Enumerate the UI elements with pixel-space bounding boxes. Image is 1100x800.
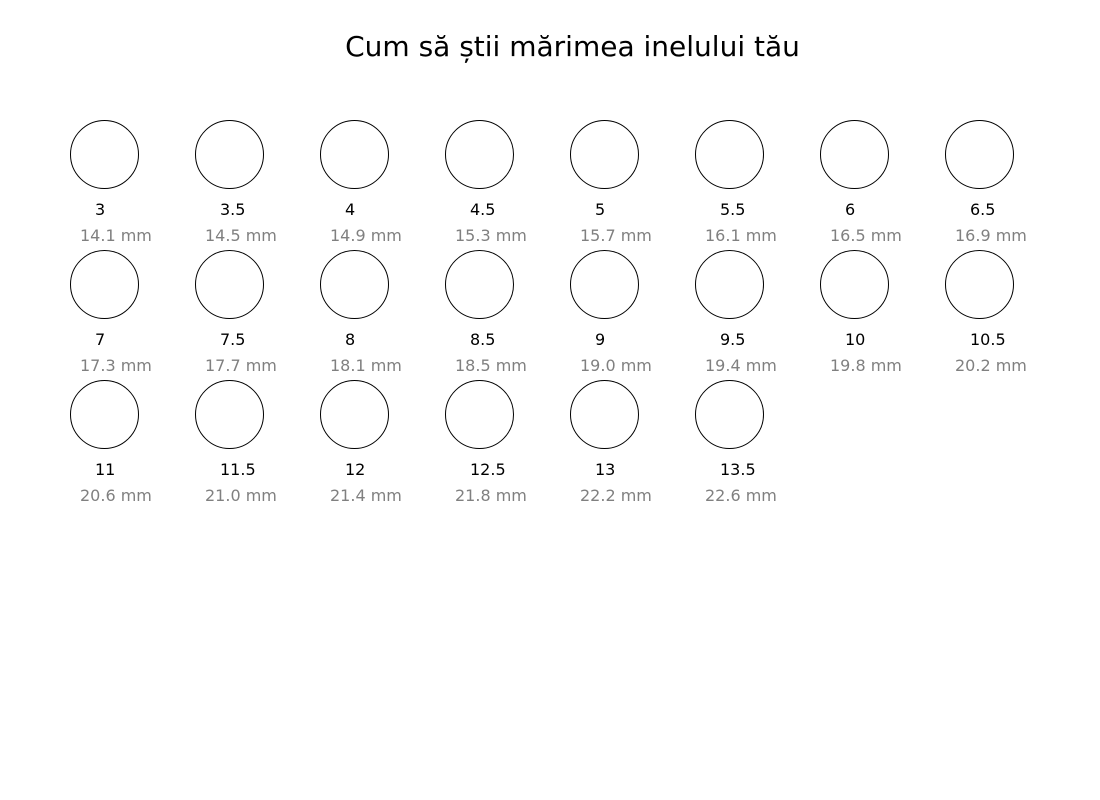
ring-circle <box>70 120 139 189</box>
ring-size-label: 10.5 <box>970 330 1006 349</box>
ring-circle <box>945 250 1014 319</box>
ring-circle <box>695 250 764 319</box>
ring-circle <box>570 250 639 319</box>
ring-circle <box>320 120 389 189</box>
ring-diameter-label: 19.0 mm <box>580 356 652 375</box>
ring-circle <box>195 250 264 319</box>
ring-diameter-label: 21.8 mm <box>455 486 527 505</box>
ring-size-label: 6.5 <box>970 200 996 219</box>
ring-diameter-label: 16.9 mm <box>955 226 1027 245</box>
ring-diameter-label: 17.3 mm <box>80 356 152 375</box>
ring-diameter-label: 21.0 mm <box>205 486 277 505</box>
ring-circle <box>445 380 514 449</box>
ring-size-label: 8.5 <box>470 330 496 349</box>
ring-circle <box>945 120 1014 189</box>
ring-diameter-label: 16.1 mm <box>705 226 777 245</box>
ring-diameter-label: 18.1 mm <box>330 356 402 375</box>
ring-size-label: 12.5 <box>470 460 506 479</box>
ring-circle <box>445 250 514 319</box>
ring-circle <box>320 380 389 449</box>
ring-diameter-label: 14.5 mm <box>205 226 277 245</box>
ring-size-label: 11.5 <box>220 460 256 479</box>
ring-diameter-label: 14.9 mm <box>330 226 402 245</box>
ring-size-label: 3.5 <box>220 200 246 219</box>
ring-diameter-label: 15.3 mm <box>455 226 527 245</box>
ring-size-label: 7 <box>95 330 106 349</box>
ring-circle <box>70 380 139 449</box>
ring-size-label: 8 <box>345 330 356 349</box>
ring-circle <box>570 380 639 449</box>
ring-size-label: 12 <box>345 460 366 479</box>
ring-circle <box>320 250 389 319</box>
ring-size-label: 7.5 <box>220 330 246 349</box>
ring-diameter-label: 22.6 mm <box>705 486 777 505</box>
ring-size-label: 4.5 <box>470 200 496 219</box>
ring-diameter-label: 20.6 mm <box>80 486 152 505</box>
ring-diameter-label: 17.7 mm <box>205 356 277 375</box>
ring-size-label: 11 <box>95 460 116 479</box>
ring-size-label: 10 <box>845 330 866 349</box>
ring-circle <box>820 120 889 189</box>
ring-circle <box>70 250 139 319</box>
ring-diameter-label: 18.5 mm <box>455 356 527 375</box>
ring-diameter-label: 19.8 mm <box>830 356 902 375</box>
ring-size-label: 13 <box>595 460 616 479</box>
ring-circle <box>695 120 764 189</box>
ring-size-label: 6 <box>845 200 856 219</box>
ring-size-label: 13.5 <box>720 460 756 479</box>
page-title: Cum să știi mărimea inelului tău <box>345 30 800 63</box>
ring-diameter-label: 22.2 mm <box>580 486 652 505</box>
ring-circle <box>820 250 889 319</box>
ring-circle <box>195 120 264 189</box>
ring-diameter-label: 14.1 mm <box>80 226 152 245</box>
ring-diameter-label: 16.5 mm <box>830 226 902 245</box>
ring-diameter-label: 15.7 mm <box>580 226 652 245</box>
ring-circle <box>445 120 514 189</box>
ring-size-label: 5.5 <box>720 200 746 219</box>
ring-size-label: 9 <box>595 330 606 349</box>
ring-circle <box>195 380 264 449</box>
ring-size-label: 9.5 <box>720 330 746 349</box>
ring-circle <box>570 120 639 189</box>
ring-diameter-label: 21.4 mm <box>330 486 402 505</box>
ring-size-label: 5 <box>595 200 606 219</box>
ring-diameter-label: 19.4 mm <box>705 356 777 375</box>
ring-circle <box>695 380 764 449</box>
ring-diameter-label: 20.2 mm <box>955 356 1027 375</box>
ring-size-label: 3 <box>95 200 106 219</box>
ring-size-label: 4 <box>345 200 356 219</box>
